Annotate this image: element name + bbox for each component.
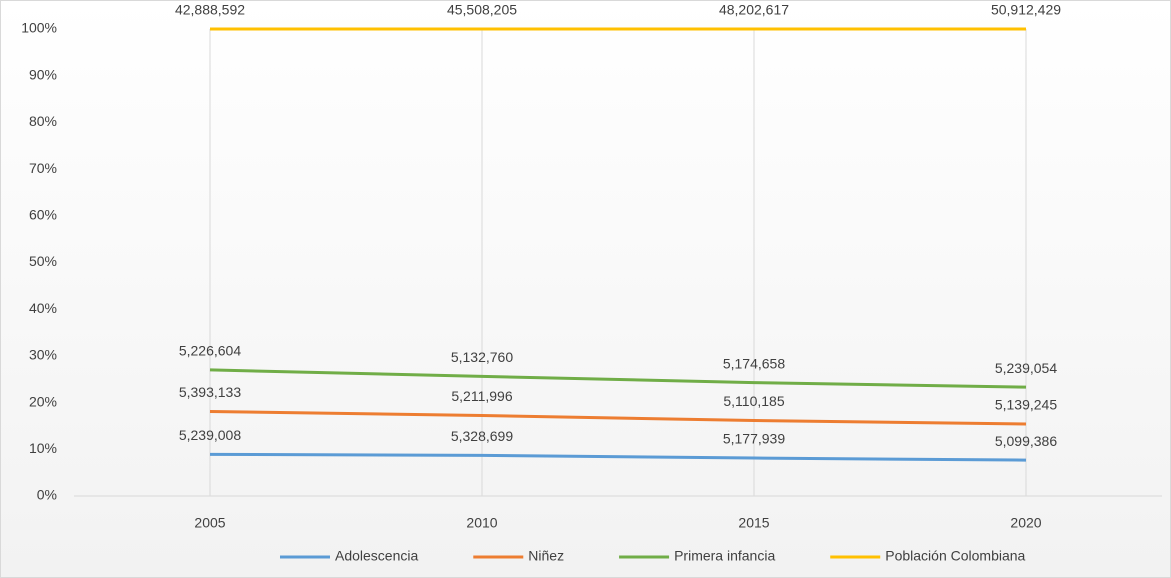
data-label: 50,912,429	[991, 2, 1061, 18]
y-tick-label: 20%	[29, 393, 57, 409]
data-label: 5,110,185	[723, 393, 784, 409]
data-label: 48,202,617	[719, 2, 789, 18]
data-label: 5,132,760	[451, 349, 513, 365]
data-label: 5,211,996	[451, 388, 512, 404]
y-tick-label: 60%	[29, 207, 57, 223]
y-tick-label: 10%	[29, 440, 57, 456]
y-tick-label: 90%	[29, 66, 57, 82]
y-tick-label: 100%	[21, 20, 57, 36]
data-label: 5,239,008	[179, 427, 241, 443]
series-line	[209, 368, 1027, 389]
y-tick-label: 40%	[29, 300, 57, 316]
data-label: 5,099,386	[995, 433, 1057, 449]
y-tick-label: 30%	[29, 347, 57, 363]
data-label: 45,508,205	[447, 2, 517, 18]
data-label: 5,177,939	[723, 431, 785, 447]
data-label: 5,328,699	[451, 428, 513, 444]
x-tick-label: 2015	[738, 515, 769, 531]
x-tick-label: 2010	[466, 515, 497, 531]
y-tick-label: 80%	[29, 113, 57, 129]
series-line	[209, 409, 1027, 426]
data-label: 5,239,054	[995, 360, 1057, 376]
y-tick-label: 70%	[29, 160, 57, 176]
legend-label: Adolescencia	[335, 548, 418, 564]
legend-label: Población Colombiana	[885, 548, 1025, 564]
legend-label: Primera infancia	[674, 548, 775, 564]
series-line	[209, 452, 1027, 462]
y-tick-label: 0%	[37, 487, 57, 503]
x-tick-label: 2005	[194, 515, 225, 531]
data-label: 5,393,133	[179, 384, 241, 400]
y-tick-label: 50%	[29, 253, 57, 269]
data-label: 5,174,658	[723, 355, 785, 371]
data-label: 5,226,604	[179, 343, 241, 359]
x-tick-label: 2020	[1010, 515, 1041, 531]
legend-label: Niñez	[528, 548, 564, 564]
data-label: 42,888,592	[175, 2, 245, 18]
data-label: 5,139,245	[995, 397, 1057, 413]
